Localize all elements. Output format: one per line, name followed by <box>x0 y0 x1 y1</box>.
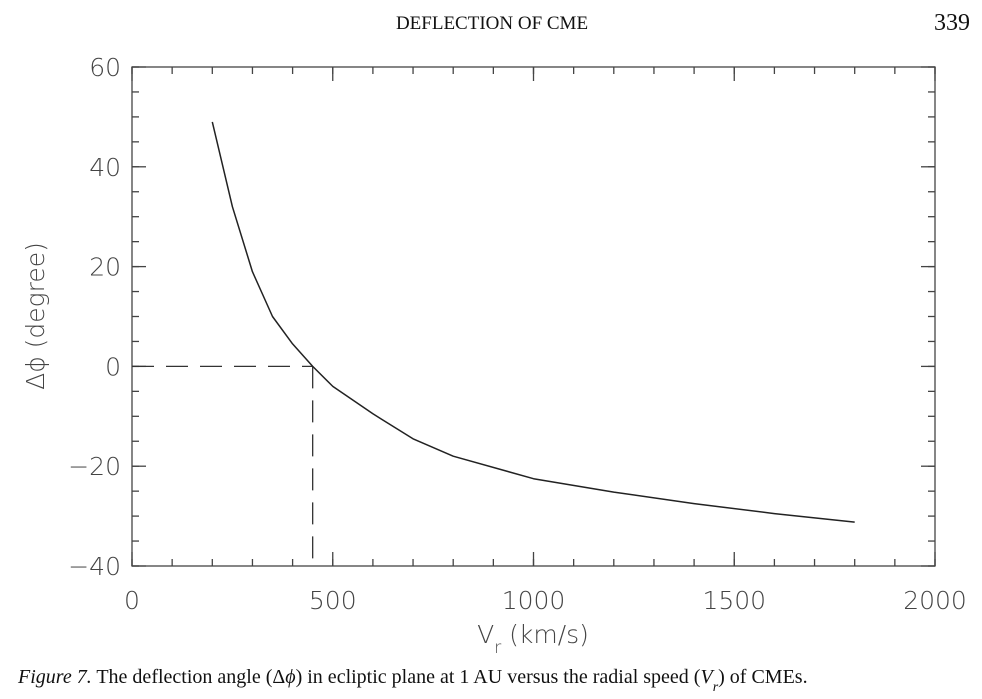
page-number: 339 <box>934 10 970 36</box>
y-tick-label: 20 <box>89 253 121 282</box>
y-tick-label: 0 <box>105 352 121 381</box>
x-axis-label-part: V <box>477 620 494 649</box>
x-axis-label-part: r <box>494 638 501 658</box>
y-tick-label: −40 <box>68 552 121 581</box>
caption-part: ϕ <box>285 666 295 688</box>
y-tick-label: −20 <box>68 452 121 481</box>
running-header: DEFLECTION OF CME <box>396 13 588 34</box>
caption-part: ) of CMEs. <box>718 666 807 688</box>
caption-part: r <box>713 680 719 695</box>
x-tick-label: 0 <box>124 586 140 615</box>
x-tick-label: 500 <box>309 586 357 615</box>
x-tick-label: 2000 <box>903 586 967 615</box>
curve <box>211 121 855 523</box>
x-axis-label-part: (km/s) <box>501 620 589 649</box>
caption-part: ) in ecliptic plane at 1 AU versus the r… <box>296 666 701 688</box>
plot-frame <box>131 66 936 567</box>
y-tick-label: 40 <box>89 153 121 182</box>
x-tick-label: 1000 <box>502 586 566 615</box>
caption-part: V <box>700 666 715 688</box>
y-tick-label: 60 <box>89 53 121 82</box>
caption-part: The deflection angle (Δ <box>92 666 286 688</box>
x-axis-label: Vr (km/s) <box>477 620 589 658</box>
y-axis-label: Δϕ (degree) <box>21 242 50 390</box>
caption-part: Figure 7. <box>17 666 92 688</box>
figure-caption: Figure 7. The deflection angle (Δϕ) in e… <box>17 666 808 695</box>
x-tick-label: 1500 <box>702 586 766 615</box>
